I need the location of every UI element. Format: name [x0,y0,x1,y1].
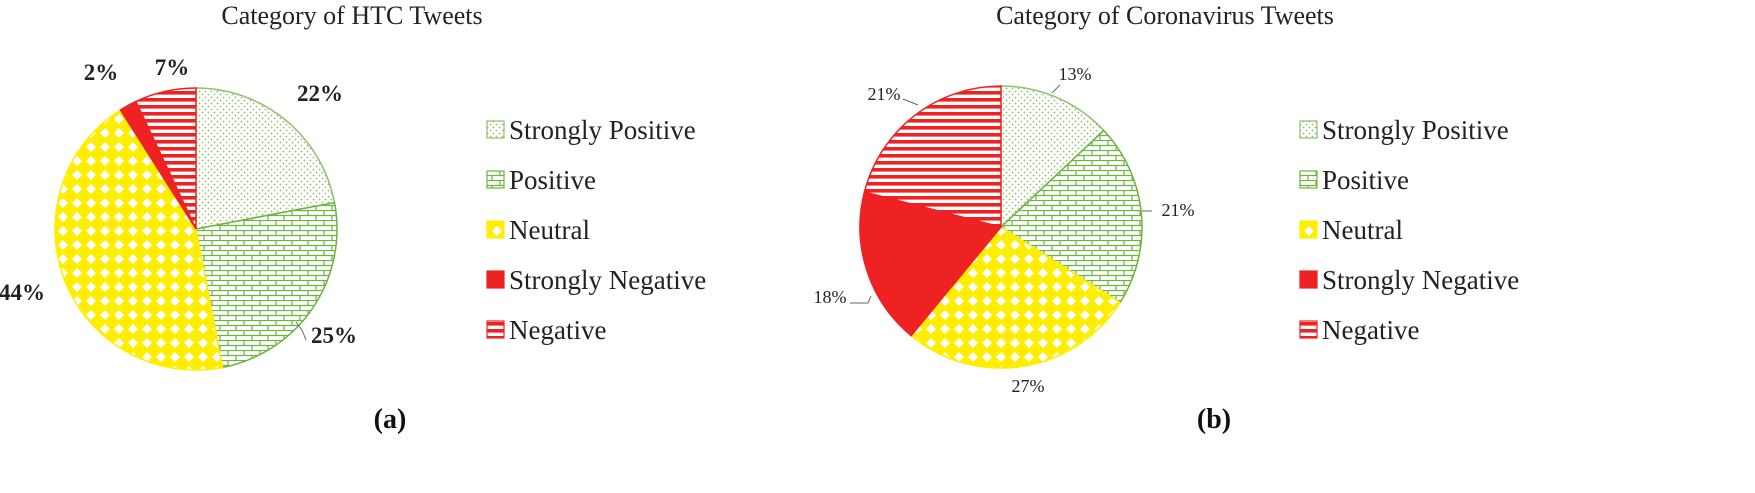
legend-swatch [486,270,505,289]
legend-item-negative: Negative [1299,315,1419,345]
legend-label: Neutral [1322,215,1403,245]
legend-swatch [1299,320,1318,339]
legend-label: Negative [1322,315,1419,345]
data-label-neutral: 27% [1012,376,1045,396]
legend-item-strongly-negative: Strongly Negative [486,265,706,295]
pie [54,87,338,371]
legend-label: Positive [1322,165,1409,195]
legend-item-positive: Positive [1299,165,1409,195]
leader-line [295,321,307,341]
legend-label: Positive [509,165,596,195]
legend-label: Negative [509,315,606,345]
legend-swatch [486,120,505,139]
pie-slice-strongly-positive [195,87,336,230]
legend-swatch [486,220,505,239]
pie-slice-positive [195,201,338,369]
legend-label: Strongly Positive [1322,115,1509,145]
legend-swatch [1299,120,1318,139]
panel-label: (b) [1197,404,1231,435]
legend-label: Strongly Negative [509,265,706,295]
leader-line [1051,84,1061,94]
chart-panel-htc: Category of HTC Tweets 22% 25% 44% 2% 7% Str… [0,1,706,435]
leader-line [850,295,872,304]
data-label-negative: 7% [155,55,190,80]
chart-title: Category of Coronavirus Tweets [996,1,1334,30]
legend: Strongly Positive Positive Neutral Strongly… [1299,115,1519,345]
legend-swatch [486,320,505,339]
legend: Strongly Positive Positive Neutral Strongly… [486,115,706,345]
pie-labels: 22% 25% 44% 2% 7% [0,55,357,348]
legend-label: Strongly Negative [1322,265,1519,295]
data-label-strongly-positive: 13% [1059,64,1092,84]
panel-label: (a) [374,404,407,435]
legend-swatch [1299,170,1318,189]
legend-item-positive: Positive [486,165,596,195]
legend-item-strongly-negative: Strongly Negative [1299,265,1519,295]
legend-swatch [1299,270,1318,289]
data-label-strongly-negative: 2% [84,60,119,85]
legend-item-negative: Negative [486,315,606,345]
pie-slice-neutral [910,226,1122,369]
pie-slice-strongly-positive [1000,85,1105,229]
data-label-negative: 21% [868,84,901,104]
pie-labels: 13% 21% 27% 18% 21% [814,64,1195,396]
legend-label: Neutral [509,215,590,245]
pie-slice-negative [863,85,1002,228]
legend-swatch [1299,220,1318,239]
pie-slice-positive [999,129,1143,304]
data-label-strongly-negative: 18% [814,287,847,307]
pie-slice-strongly-negative [859,191,1003,337]
legend-item-strongly-positive: Strongly Positive [486,115,696,145]
pie [859,85,1143,369]
pie-slice-negative [134,87,197,230]
legend-item-neutral: Neutral [486,215,590,245]
chart-title: Category of HTC Tweets [221,1,482,30]
data-label-strongly-positive: 22% [297,81,343,106]
data-label-positive: 25% [311,323,357,348]
legend-item-strongly-positive: Strongly Positive [1299,115,1509,145]
legend-label: Strongly Positive [509,115,696,145]
pie-slice-neutral [54,108,224,371]
legend-item-neutral: Neutral [1299,215,1403,245]
data-label-neutral: 44% [0,280,45,305]
leader-line [902,98,919,106]
legend-swatch [486,170,505,189]
data-label-positive: 21% [1162,200,1195,220]
chart-panel-coronavirus: Category of Coronavirus Tweets 13% 21% 27%… [814,1,1520,435]
